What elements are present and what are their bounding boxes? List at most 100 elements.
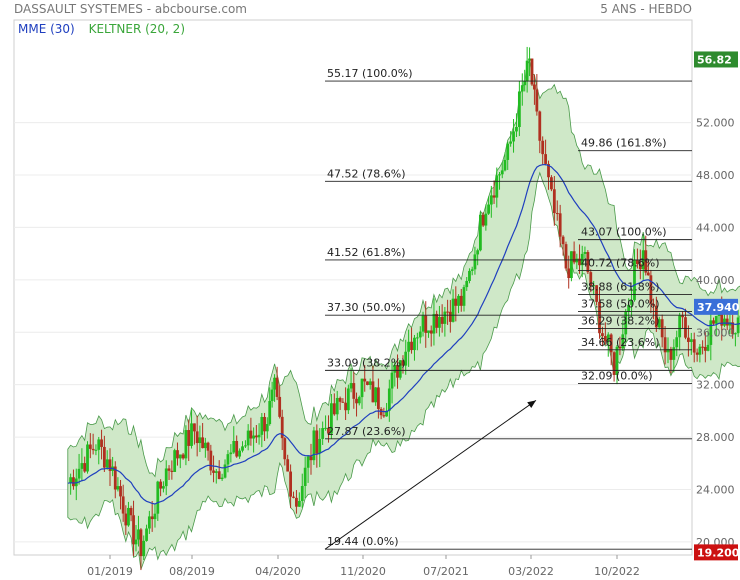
candle-body <box>440 317 444 324</box>
candle-body <box>212 470 215 473</box>
candle-body <box>80 463 84 469</box>
candle-body <box>533 84 536 90</box>
candle-body <box>733 333 737 335</box>
candle-body <box>368 381 372 385</box>
candle-body <box>492 195 496 198</box>
fib-major-label: 47.52 (78.6%) <box>327 167 406 180</box>
candle-body <box>706 344 710 351</box>
candle-body <box>418 331 422 338</box>
candle-body <box>421 315 425 332</box>
candle-body <box>379 408 383 416</box>
fib-minor-label: 34.66 (23.6%) <box>581 336 660 349</box>
candle-body <box>606 334 610 342</box>
candle-body <box>156 481 160 514</box>
candle-body <box>509 141 513 144</box>
candle-body <box>473 254 477 270</box>
candle-body <box>268 401 272 425</box>
candle-body <box>91 448 95 451</box>
candle-body <box>223 464 227 478</box>
fibonacci-levels: 55.17 (100.0%) 47.52 (78.6%) 41.52 (61.8%)… <box>325 67 692 550</box>
candle-body <box>495 175 499 198</box>
candle-body <box>712 320 715 324</box>
candle-body <box>462 287 466 306</box>
candle-body <box>633 260 636 301</box>
candle-body <box>589 272 593 286</box>
candle-body <box>413 337 416 351</box>
candle-body <box>139 529 143 557</box>
candle-body <box>586 252 590 273</box>
candle-body <box>410 341 413 351</box>
candle-body <box>346 388 350 411</box>
candle-body <box>592 285 596 287</box>
fib-minor-label: 38.88 (61.8%) <box>581 281 660 294</box>
candle-body <box>385 410 388 417</box>
candle-body <box>164 468 168 487</box>
candle-body <box>723 318 726 326</box>
candle-body <box>209 450 213 471</box>
candle-body <box>506 143 510 160</box>
legend-keltner[interactable]: KELTNER (20, 2) <box>88 22 185 36</box>
candle-body <box>390 372 394 389</box>
candle-body <box>736 317 740 334</box>
y-tick-label: 36.000 <box>696 326 735 339</box>
candle-body <box>273 377 276 390</box>
candle-body <box>178 454 182 459</box>
candle-body <box>468 270 471 281</box>
candle-body <box>206 442 210 451</box>
candle-body <box>321 428 325 439</box>
candle-body <box>515 127 518 132</box>
candle-body <box>181 454 185 459</box>
x-tick-label: 11/2020 <box>340 565 386 578</box>
candle-body <box>703 346 707 351</box>
x-tick-label: 03/2022 <box>508 565 554 578</box>
candle-body <box>396 364 399 378</box>
candle-body <box>332 403 336 415</box>
candle-body <box>121 496 125 514</box>
candle-body <box>636 260 639 265</box>
candle-body <box>601 333 604 337</box>
candle-body <box>695 352 699 355</box>
candle-body <box>113 466 117 490</box>
candle-body <box>663 337 667 353</box>
candle-body <box>263 416 266 432</box>
candle-body <box>561 236 565 245</box>
candle-body <box>145 528 148 541</box>
high-badge-label: 56.82 <box>697 53 732 66</box>
candle-body <box>387 388 391 411</box>
fib-major-label: 41.52 (61.8%) <box>327 246 406 259</box>
candle-body <box>94 449 98 451</box>
candle-body <box>535 89 539 112</box>
candle-body <box>675 337 679 348</box>
candle-body <box>555 213 559 215</box>
candle-body <box>612 352 616 375</box>
candle-body <box>644 250 648 273</box>
candle-body <box>465 280 469 288</box>
low-badge <box>694 544 738 561</box>
y-tick-label: 44.000 <box>696 221 735 234</box>
candle-body <box>127 507 130 526</box>
trend-arrow <box>324 399 537 550</box>
x-tick-label: 10/2022 <box>594 565 640 578</box>
candle-body <box>478 214 482 251</box>
candle-body <box>544 154 547 164</box>
candle-body <box>312 430 316 461</box>
legend-mme[interactable]: MME (30) <box>18 22 75 36</box>
candle-body <box>203 442 207 449</box>
candle-body <box>654 305 658 328</box>
chart-legend: MME (30) KELTNER (20, 2) <box>18 22 195 36</box>
candle-body <box>246 430 250 446</box>
candle-body <box>159 481 163 489</box>
candle-body <box>72 477 75 487</box>
candle-body <box>484 213 488 226</box>
chart-period: 5 ANS - HEBDO <box>600 2 692 16</box>
fib-major-label: 37.30 (50.0%) <box>327 301 406 314</box>
candle-body <box>689 339 693 342</box>
fib-major-label: 19.44 (0.0%) <box>327 535 399 548</box>
candle-body <box>147 516 151 529</box>
candle-body <box>448 311 452 322</box>
candle-body <box>603 336 607 342</box>
candle-body <box>300 486 304 501</box>
candle-body <box>142 540 146 557</box>
y-tick-label: 48.000 <box>696 169 735 182</box>
candle-body <box>530 58 534 85</box>
